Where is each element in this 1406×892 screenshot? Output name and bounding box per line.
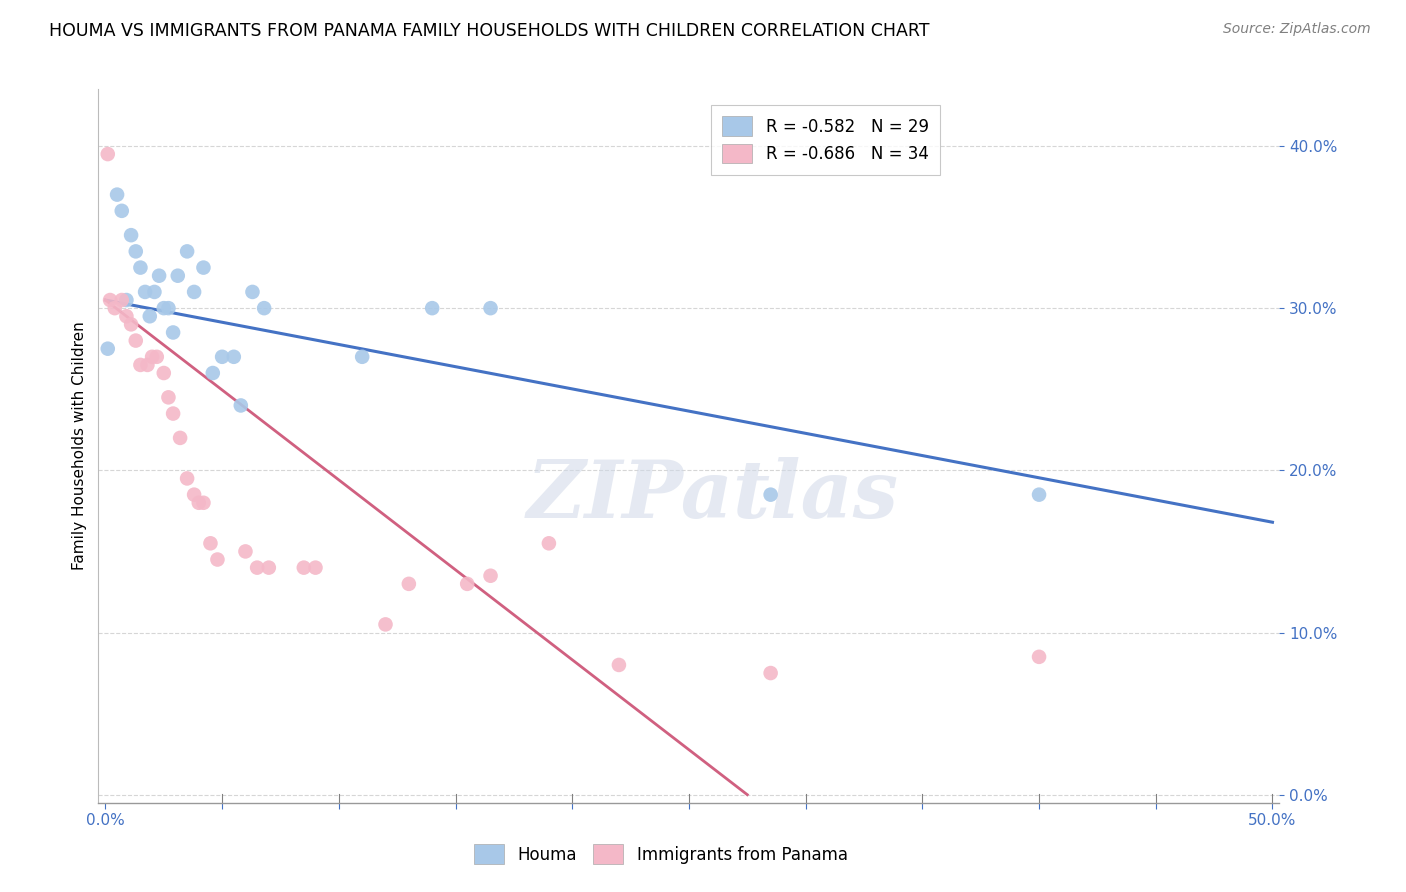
Point <box>456 577 478 591</box>
Point <box>162 326 184 340</box>
Legend: R = -0.582   N = 29, R = -0.686   N = 34: R = -0.582 N = 29, R = -0.686 N = 34 <box>711 104 941 175</box>
Point <box>141 350 163 364</box>
Text: Source: ZipAtlas.com: Source: ZipAtlas.com <box>1223 22 1371 37</box>
Point <box>97 342 120 356</box>
Point <box>176 244 198 259</box>
Point <box>183 488 205 502</box>
Point <box>139 310 162 324</box>
Point <box>242 285 264 299</box>
Point <box>104 301 127 315</box>
Point <box>211 350 233 364</box>
Point <box>115 293 138 307</box>
Point <box>157 390 180 404</box>
Point <box>374 617 396 632</box>
Point <box>235 544 257 558</box>
Point <box>187 496 209 510</box>
Point <box>125 244 148 259</box>
Point <box>152 301 174 315</box>
Point <box>136 358 159 372</box>
Legend: Houma, Immigrants from Panama: Houma, Immigrants from Panama <box>467 838 855 871</box>
Point <box>98 293 121 307</box>
Point <box>759 666 782 681</box>
Point <box>200 536 222 550</box>
Point <box>176 471 198 485</box>
Point <box>166 268 188 283</box>
Point <box>111 203 134 218</box>
Point <box>105 187 128 202</box>
Point <box>129 260 152 275</box>
Point <box>607 657 630 672</box>
Point <box>1028 649 1050 664</box>
Point <box>398 577 420 591</box>
Point <box>157 301 180 315</box>
Point <box>120 228 142 243</box>
Point <box>111 293 134 307</box>
Point <box>148 268 170 283</box>
Point <box>201 366 224 380</box>
Point <box>134 285 156 299</box>
Point <box>207 552 229 566</box>
Point <box>304 560 326 574</box>
Point <box>152 366 174 380</box>
Point <box>292 560 315 574</box>
Point <box>183 285 205 299</box>
Point <box>97 147 120 161</box>
Point <box>193 260 215 275</box>
Point <box>143 285 166 299</box>
Y-axis label: Family Households with Children: Family Households with Children <box>72 322 87 570</box>
Text: ZIPatlas: ZIPatlas <box>526 458 898 534</box>
Text: HOUMA VS IMMIGRANTS FROM PANAMA FAMILY HOUSEHOLDS WITH CHILDREN CORRELATION CHAR: HOUMA VS IMMIGRANTS FROM PANAMA FAMILY H… <box>49 22 929 40</box>
Point <box>420 301 443 315</box>
Point <box>246 560 269 574</box>
Point <box>120 318 142 332</box>
Point <box>537 536 560 550</box>
Point <box>125 334 148 348</box>
Point <box>193 496 215 510</box>
Point <box>352 350 374 364</box>
Point <box>479 568 502 582</box>
Point <box>1028 488 1050 502</box>
Point <box>759 488 782 502</box>
Point <box>115 310 138 324</box>
Point <box>162 407 184 421</box>
Point <box>169 431 191 445</box>
Point <box>229 399 252 413</box>
Point <box>146 350 169 364</box>
Point <box>479 301 502 315</box>
Point <box>257 560 280 574</box>
Point <box>253 301 276 315</box>
Point <box>129 358 152 372</box>
Point <box>222 350 245 364</box>
